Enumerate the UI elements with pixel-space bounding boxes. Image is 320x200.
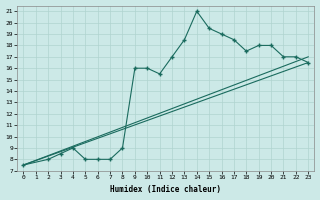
X-axis label: Humidex (Indice chaleur): Humidex (Indice chaleur) xyxy=(110,185,221,194)
